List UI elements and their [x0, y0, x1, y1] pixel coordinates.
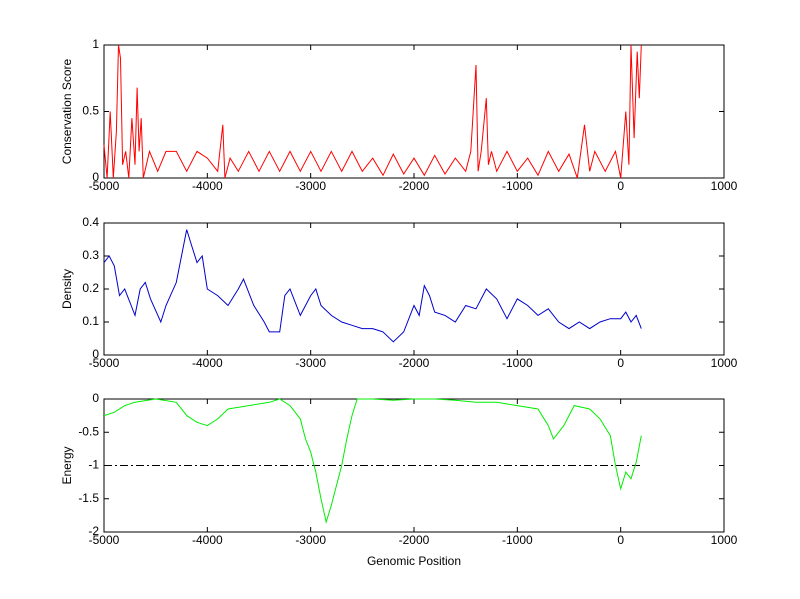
- y-tick-label: 0.3: [82, 248, 99, 262]
- x-tick-label: 1000: [711, 179, 738, 193]
- x-tick-label: -5000: [89, 356, 120, 370]
- y-axis-label: Conservation Score: [60, 58, 74, 164]
- x-tick-label: -5000: [89, 179, 120, 193]
- y-tick-label: -1: [88, 458, 99, 472]
- y-tick-label: -0.5: [78, 424, 99, 438]
- x-tick-label: 0: [617, 533, 624, 547]
- data-line: [103, 398, 642, 524]
- x-tick-label: -2000: [399, 356, 430, 370]
- y-tick-label: -2: [88, 524, 99, 538]
- plot-area: [103, 222, 725, 356]
- y-axis-label: Density: [60, 269, 74, 309]
- x-tick-label: 1000: [711, 356, 738, 370]
- x-tick-label: -4000: [192, 356, 223, 370]
- y-tick-label: 0: [92, 347, 99, 361]
- y-tick-label: 0.1: [82, 314, 99, 328]
- x-tick-label: -2000: [399, 533, 430, 547]
- x-tick-label: 1000: [711, 533, 738, 547]
- x-tick-label: -5000: [89, 533, 120, 547]
- data-line: [103, 44, 642, 179]
- y-tick-label: 0.5: [82, 104, 99, 118]
- x-tick-label: 0: [617, 179, 624, 193]
- x-tick-label: -2000: [399, 179, 430, 193]
- y-axis-label: Energy: [60, 446, 74, 484]
- data-line: [103, 229, 642, 343]
- x-tick-label: -3000: [295, 356, 326, 370]
- plot-area: [103, 44, 725, 179]
- y-tick-label: 0: [92, 391, 99, 405]
- x-tick-label: -1000: [502, 356, 533, 370]
- x-tick-label: -4000: [192, 533, 223, 547]
- y-tick-label: 0.2: [82, 281, 99, 295]
- x-tick-label: -3000: [295, 179, 326, 193]
- y-tick-label: 0: [92, 170, 99, 184]
- x-tick-label: -1000: [502, 179, 533, 193]
- x-tick-label: 0: [617, 356, 624, 370]
- y-tick-label: 1: [92, 37, 99, 51]
- x-tick-label: -1000: [502, 533, 533, 547]
- y-tick-label: 0.4: [82, 215, 99, 229]
- y-tick-label: -1.5: [78, 491, 99, 505]
- x-tick-label: -4000: [192, 179, 223, 193]
- x-axis-label: Genomic Position: [367, 554, 461, 568]
- x-tick-label: -3000: [295, 533, 326, 547]
